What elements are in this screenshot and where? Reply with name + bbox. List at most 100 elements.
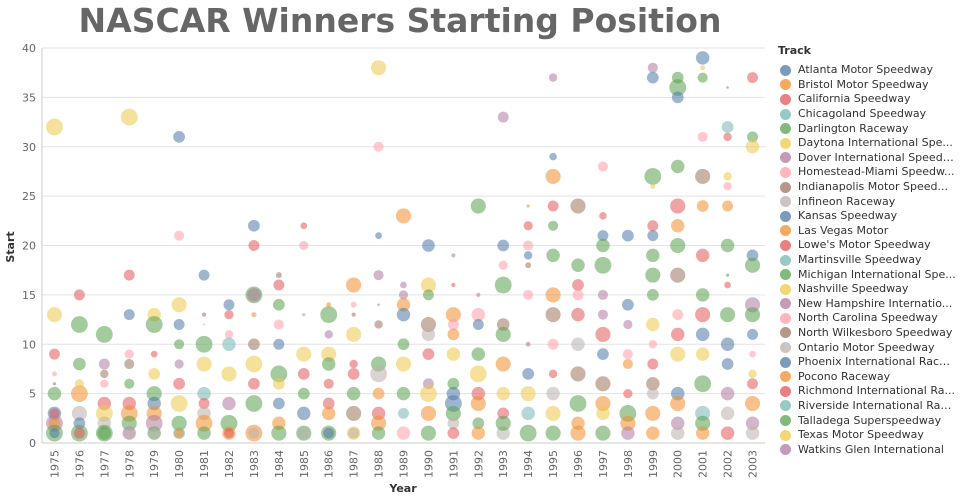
data-point	[73, 427, 85, 439]
data-point	[245, 355, 263, 373]
x-tick-label: 1977	[98, 450, 111, 478]
data-point	[671, 327, 685, 342]
data-point	[348, 427, 360, 439]
data-point	[451, 253, 456, 258]
data-point	[248, 427, 260, 439]
data-point	[349, 359, 358, 369]
data-point	[570, 198, 586, 214]
data-point	[745, 426, 760, 440]
data-point	[248, 240, 260, 251]
data-point	[572, 289, 584, 301]
legend-swatch	[780, 342, 791, 354]
data-point	[445, 307, 461, 323]
data-point	[95, 404, 113, 422]
y-tick-label: 40	[22, 42, 36, 55]
legend-swatch	[780, 181, 791, 193]
legend-label: Daytona International Spe...	[798, 136, 953, 150]
data-point	[495, 415, 511, 431]
data-point	[51, 371, 57, 377]
data-point	[744, 395, 761, 412]
data-point	[494, 276, 512, 294]
data-point	[597, 289, 608, 300]
data-point	[695, 415, 711, 431]
legend-swatch	[780, 108, 791, 120]
data-point	[297, 387, 310, 400]
data-point	[371, 60, 387, 76]
data-point	[100, 369, 109, 379]
data-point	[669, 79, 687, 96]
legend-item: Dover International Speedw...	[776, 151, 956, 166]
data-point	[272, 397, 285, 410]
legend-swatch	[780, 444, 791, 456]
legend-item: Ontario Motor Speedway	[776, 340, 956, 355]
legend-item: Texas Motor Speedway	[776, 428, 956, 443]
data-point	[95, 424, 113, 442]
data-point	[521, 406, 535, 421]
legend-swatch	[780, 356, 791, 368]
legend-label: North Carolina Speedway	[798, 311, 938, 325]
data-point	[597, 230, 609, 242]
data-point	[594, 256, 612, 274]
data-point	[297, 406, 311, 421]
data-point	[646, 71, 659, 84]
data-point	[297, 427, 310, 440]
data-point	[302, 312, 306, 317]
data-point	[496, 386, 510, 401]
x-tick-label: 1989	[398, 450, 411, 478]
data-point	[720, 337, 735, 351]
data-point	[271, 425, 287, 441]
data-point	[273, 319, 284, 330]
x-tick-label: 1990	[422, 450, 435, 478]
data-point	[173, 130, 186, 143]
data-point	[646, 317, 660, 332]
data-point	[47, 386, 62, 401]
data-point	[747, 131, 758, 143]
data-point	[251, 312, 257, 318]
y-tick-label: 30	[22, 141, 36, 154]
data-point	[571, 337, 585, 351]
data-point	[497, 239, 510, 252]
data-point	[476, 292, 481, 297]
legend-swatch	[780, 312, 791, 324]
data-point	[720, 386, 735, 401]
x-tick-label: 1985	[298, 450, 311, 478]
data-point	[420, 316, 436, 333]
data-point	[375, 232, 382, 239]
data-point	[522, 367, 535, 380]
data-point	[645, 267, 661, 283]
data-point	[222, 396, 236, 411]
data-point	[520, 386, 536, 402]
x-tick-label: 1991	[447, 450, 460, 478]
data-point	[174, 359, 184, 369]
data-point	[224, 310, 234, 320]
legend-swatch	[780, 269, 791, 281]
data-point	[422, 289, 434, 301]
data-point	[272, 377, 285, 390]
data-point	[446, 347, 461, 361]
legend-swatch	[780, 400, 791, 412]
data-point	[523, 251, 533, 260]
data-point	[273, 338, 285, 350]
legend-label: Phoenix International Race...	[798, 355, 956, 369]
data-point	[73, 289, 85, 301]
legend-item: Riverside International Rac...	[776, 399, 956, 414]
legend-swatch	[780, 225, 791, 237]
legend-label: Homestead-Miami Speedw...	[798, 165, 955, 179]
x-tick-label: 2003	[747, 450, 760, 478]
chart-title: NASCAR Winners Starting Position	[78, 1, 722, 40]
data-point	[447, 328, 460, 341]
data-point	[471, 307, 486, 322]
data-point	[174, 428, 185, 439]
data-point	[323, 378, 334, 389]
data-point	[346, 405, 362, 421]
data-point	[273, 279, 285, 291]
data-point	[670, 237, 686, 254]
legend-label: California Speedway	[798, 92, 911, 106]
data-point	[49, 428, 60, 439]
data-point	[547, 200, 559, 212]
legend-swatch	[780, 64, 791, 76]
x-tick-label: 1994	[522, 450, 535, 478]
data-point	[148, 427, 160, 439]
data-point	[346, 386, 361, 401]
data-point	[223, 428, 235, 439]
